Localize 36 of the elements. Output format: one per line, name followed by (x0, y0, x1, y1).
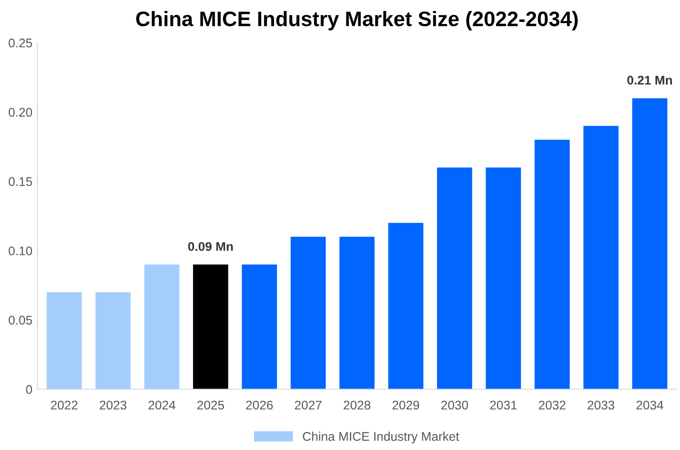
bar (290, 236, 326, 390)
x-tick-label: 2031 (490, 400, 517, 410)
x-tick-label: 2029 (392, 400, 420, 410)
bar (534, 140, 570, 390)
x-tick-label: 2033 (588, 400, 614, 410)
x-tick-label: 2024 (148, 400, 176, 410)
bar (583, 126, 619, 390)
bar (339, 236, 375, 390)
bar (437, 167, 472, 390)
bar (95, 292, 131, 390)
x-tick-label: 2022 (50, 400, 78, 410)
y-tick-label: 0.25 (8, 38, 32, 48)
bar (632, 98, 668, 390)
x-tick-label: 2034 (636, 400, 664, 410)
chart-title: China MICE Industry Market Size (2022-2034) (136, 10, 578, 30)
x-tick-label: 2025 (197, 400, 224, 410)
bar (242, 264, 277, 390)
x-tick-label: 2027 (294, 400, 322, 410)
legend-label: China MICE Industry Market (302, 432, 460, 444)
x-tick-label: 2030 (441, 400, 468, 410)
y-tick-label: 0.20 (8, 108, 32, 117)
bar (46, 292, 82, 390)
x-tick-label: 2028 (344, 400, 370, 410)
bar (388, 222, 424, 390)
bar (486, 167, 521, 390)
y-tick-label: 0.10 (8, 246, 32, 256)
bar (193, 264, 228, 390)
bar (144, 264, 180, 390)
x-tick-label: 2032 (538, 400, 566, 410)
y-tick-label: 0 (26, 385, 32, 394)
y-tick-label: 0.15 (8, 177, 32, 186)
data-label: 0.09 Mn (188, 242, 233, 251)
x-tick-label: 2023 (100, 400, 126, 410)
x-tick-label: 2026 (246, 400, 273, 410)
y-tick-label: 0.05 (8, 316, 32, 325)
data-label: 0.21 Mn (627, 76, 672, 85)
